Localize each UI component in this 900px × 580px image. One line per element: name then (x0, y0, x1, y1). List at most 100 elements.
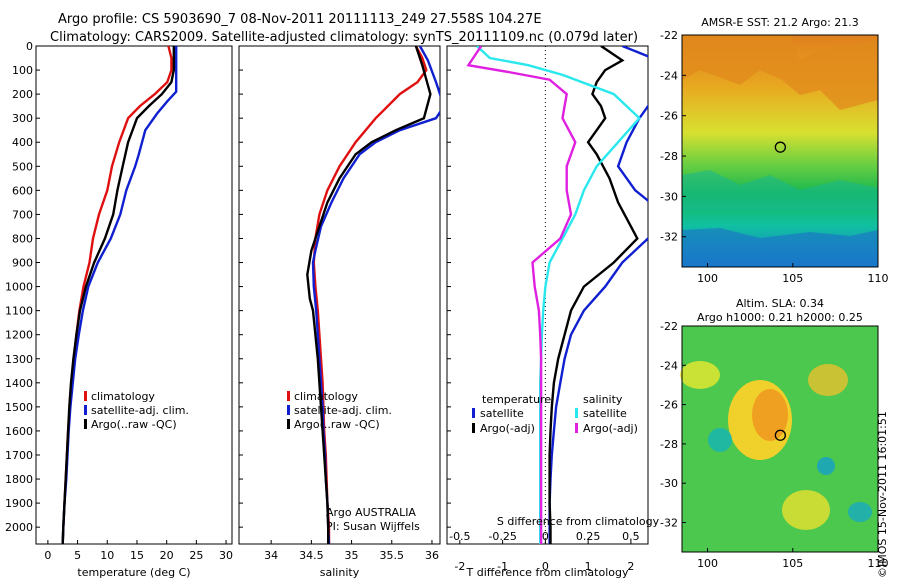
legend-swatch (84, 391, 87, 401)
map-y-tick-label: -30 (660, 477, 678, 490)
annotation-text: PI: Susan Wijffels (326, 520, 420, 533)
legend-label: satellite-adj. clim. (294, 404, 392, 417)
legend-swatch (575, 423, 578, 433)
legend-label: satellite (583, 407, 627, 420)
map-x-tick-label: 110 (868, 557, 889, 570)
difference-panel: -2 -1 0 1 2 -0.5 -0.25 0 0.25 0.5 T difference fro… (446, 45, 649, 579)
s-tick-label: 0.5 (622, 530, 640, 543)
sst-cool-region (682, 170, 878, 210)
map-x-tick-label: 105 (782, 557, 803, 570)
legend-label: Argo(-adj) (480, 422, 535, 435)
x-tick-label: -1 (497, 560, 508, 573)
map-x-tick-label: 110 (868, 272, 889, 285)
series-line-climatology (61, 46, 173, 544)
sla-high-region-2 (680, 361, 720, 389)
legend-swatch (287, 405, 290, 415)
map-title: Altim. SLA: 0.34 (736, 297, 824, 310)
legend-swatch (575, 408, 578, 418)
sst-map-box (681, 34, 879, 268)
y-tick-label: 300 (12, 112, 33, 125)
x-tick-label: 2 (627, 560, 634, 573)
y-tick-label: 600 (12, 184, 33, 197)
legend-label: Argo(-adj) (583, 422, 638, 435)
map-y-tick-label: -28 (660, 150, 678, 163)
argo-position-marker (774, 141, 786, 153)
y-tick-label: 1800 (5, 473, 33, 486)
y-tick-label: 1500 (5, 401, 33, 414)
legend-label: climatology (294, 390, 358, 403)
sst-map-panel: 100 105 110 -22 -24 -26 -28 -30 -32 AMSR-E SST: 2… (660, 16, 888, 285)
x-tick-label: 34.5 (299, 549, 324, 562)
series-line-argo-raw-qc (61, 46, 176, 544)
sla-low-region-3 (848, 502, 872, 522)
y-tick-label: 800 (12, 232, 33, 245)
map-y-tick-label: -30 (660, 190, 678, 203)
map-y-tick-label: -24 (660, 359, 678, 372)
map-y-tick-label: -24 (660, 69, 678, 82)
y-tick-label: 200 (12, 88, 33, 101)
y-tick-label: 1200 (5, 329, 33, 342)
sst-warm-region (682, 35, 878, 110)
y-tick-label: 500 (12, 160, 33, 173)
map-x-tick-label: 105 (782, 272, 803, 285)
legend-label: Argo(..raw -QC) (294, 418, 380, 431)
sla-high-region-4 (782, 490, 830, 530)
legend-swatch (472, 423, 475, 433)
y-tick-label: 1700 (5, 449, 33, 462)
series-line-argo-raw-qc (306, 46, 432, 544)
map-y-tick-label: -28 (660, 438, 678, 451)
x-tick-label: 30 (219, 549, 233, 562)
y-tick-label: 1600 (5, 425, 33, 438)
legend-label: climatology (91, 390, 155, 403)
y-tick-label: 0 (26, 40, 33, 53)
x-axis-label: salinity (320, 566, 360, 579)
x-tick-label: 5 (74, 549, 81, 562)
map-x-tick-label: 100 (697, 272, 718, 285)
y-tick-label: 1000 (5, 281, 33, 294)
y-tick-label: 400 (12, 136, 33, 149)
y-tick-label: 900 (12, 257, 33, 270)
x-tick-label: 35.5 (380, 549, 405, 562)
legend-swatch (84, 419, 87, 429)
argo-position-marker (774, 429, 786, 441)
temperature-panel: 0 5 10 15 20 25 30 temperature (deg C) 0 100 200 30… (5, 40, 233, 579)
x-tick-label: 36 (425, 549, 439, 562)
map-y-tick-label: -22 (660, 29, 678, 42)
x-tick-label: 25 (189, 549, 203, 562)
sla-low-region-2 (817, 457, 835, 475)
legend-group-temperature: temperature (482, 393, 551, 406)
credit-label: ©IMOS 15-Nov-2011 16:01:51 (876, 411, 889, 578)
legend-swatch (84, 405, 87, 415)
x-tick-label: 34 (264, 549, 278, 562)
sla-low-region (708, 428, 732, 452)
y-tick-label: 1300 (5, 353, 33, 366)
figure-title-line1: Argo profile: CS 5903690_7 08-Nov-2011 2… (58, 12, 542, 27)
annotation-text: Argo AUSTRALIA (326, 506, 416, 519)
y-tick-label: 100 (12, 64, 33, 77)
legend-swatch (472, 408, 475, 418)
x-tick-label: 1 (585, 560, 592, 573)
map-x-tick-label: 100 (697, 557, 718, 570)
difference-axes-box (446, 45, 649, 545)
map-subtitle: Argo h1000: 0.21 h2000: 0.25 (697, 311, 863, 324)
legend-group-salinity: salinity (583, 393, 623, 406)
y-tick-label: 1400 (5, 377, 33, 390)
s-tick-label: 0.25 (576, 530, 601, 543)
sla-map-box (681, 325, 879, 553)
y-tick-label: 1900 (5, 497, 33, 510)
y-tick-label: 1100 (5, 305, 33, 318)
legend-label: Argo(..raw -QC) (91, 418, 177, 431)
map-y-tick-label: -26 (660, 399, 678, 412)
series-line-satellite-adj-clim (311, 46, 440, 544)
series-line-temperature-satellite (548, 46, 648, 544)
s-difference-label: S difference from climatology (497, 515, 660, 528)
y-tick-label: 700 (12, 208, 33, 221)
sla-high-region-3 (808, 364, 848, 396)
temperature-axes-box (35, 45, 233, 545)
map-y-tick-label: -32 (660, 231, 678, 244)
salinity-panel: 34 34.5 35 35.5 36 salinity climatologysatelli… (238, 45, 441, 579)
sst-coldest-region (682, 228, 878, 267)
sla-map-panel: 100 105 110 -22 -24 -26 -28 -30 -32 Altim. SLA: 0… (660, 297, 888, 570)
legend-label: satellite-adj. clim. (91, 404, 189, 417)
s-tick-label: -0.5 (449, 530, 470, 543)
